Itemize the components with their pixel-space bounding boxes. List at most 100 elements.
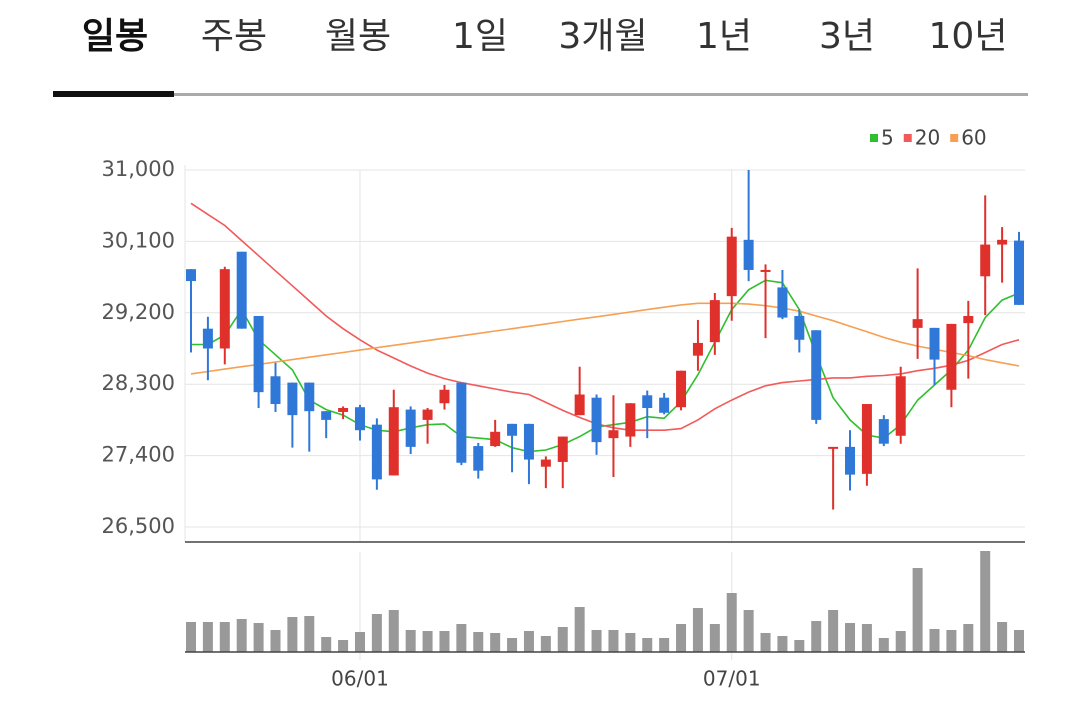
candle-body bbox=[371, 424, 382, 480]
x-tick-label: 06/01 bbox=[331, 667, 389, 691]
ma-line bbox=[190, 202, 1020, 431]
tab-underline bbox=[53, 91, 174, 97]
volume-bar bbox=[659, 638, 670, 652]
volume-bar bbox=[608, 630, 619, 652]
candle-body bbox=[270, 376, 281, 405]
candle-body bbox=[186, 269, 196, 282]
volume-bar bbox=[202, 622, 213, 652]
volume-bar bbox=[743, 610, 754, 652]
volume-bar bbox=[456, 624, 467, 652]
volume-bar bbox=[304, 616, 315, 652]
volume-bar bbox=[338, 640, 349, 652]
y-tick-label: 28,300 bbox=[102, 371, 175, 395]
volume-bar bbox=[405, 630, 416, 652]
volume-bar bbox=[523, 631, 534, 652]
candle-body bbox=[726, 236, 737, 297]
volume-bar bbox=[321, 637, 332, 652]
volume-bar bbox=[236, 619, 247, 652]
candle-body bbox=[540, 459, 551, 467]
tab[interactable]: 주봉 bbox=[201, 16, 267, 57]
volume-bar bbox=[439, 631, 450, 652]
candle-body bbox=[760, 269, 771, 272]
candle-body bbox=[794, 315, 805, 340]
candle-body bbox=[692, 342, 703, 356]
candle-body bbox=[709, 300, 720, 343]
volume-bar bbox=[219, 622, 230, 652]
y-tick-label: 31,000 bbox=[102, 157, 175, 181]
legend-swatch bbox=[870, 134, 878, 142]
candle-body bbox=[354, 407, 365, 431]
volume-bar bbox=[845, 623, 856, 652]
y-tick-label: 29,200 bbox=[102, 300, 175, 324]
volume-bar bbox=[726, 593, 737, 652]
candle-body bbox=[1014, 240, 1024, 305]
tab[interactable]: 3개월 bbox=[558, 16, 647, 57]
volume-bar bbox=[1014, 630, 1024, 652]
candle-body bbox=[557, 436, 568, 462]
y-tick-label: 30,100 bbox=[102, 228, 175, 252]
candle-body bbox=[490, 431, 501, 447]
tab[interactable]: 월봉 bbox=[325, 16, 391, 57]
candle-body bbox=[422, 409, 433, 420]
candle-body bbox=[287, 382, 298, 416]
volume-bar bbox=[929, 629, 940, 652]
candle-body bbox=[219, 269, 230, 349]
candle-body bbox=[743, 239, 754, 270]
candle-body bbox=[946, 323, 957, 390]
volume-bar bbox=[828, 610, 839, 652]
volume-bar bbox=[861, 624, 872, 652]
legend-label: 20 bbox=[915, 126, 940, 150]
candle-body bbox=[777, 287, 788, 318]
tab[interactable]: 1년 bbox=[696, 16, 752, 57]
candle-body bbox=[861, 404, 872, 474]
volume-bar bbox=[422, 631, 433, 652]
ma-line bbox=[190, 302, 1020, 375]
candle-body bbox=[878, 419, 889, 444]
volume-bar bbox=[253, 623, 264, 652]
candle-body bbox=[304, 382, 315, 412]
candle-body bbox=[929, 327, 940, 360]
candle-body bbox=[473, 446, 484, 471]
volume-bar bbox=[692, 608, 703, 652]
volume-bar bbox=[574, 607, 585, 652]
volume-bar bbox=[760, 633, 771, 652]
volume-bar bbox=[287, 617, 298, 652]
volume-bar bbox=[895, 631, 906, 652]
x-tick-label: 07/01 bbox=[703, 667, 761, 691]
volume-bar bbox=[980, 551, 991, 652]
candle-body bbox=[523, 423, 534, 460]
candle-body bbox=[659, 397, 670, 413]
candle-body bbox=[236, 251, 247, 329]
candle-body bbox=[456, 382, 467, 463]
candle-body bbox=[963, 315, 974, 324]
volume-bar bbox=[676, 624, 687, 652]
volume-bar bbox=[811, 621, 822, 652]
candle-body bbox=[895, 376, 906, 436]
candle-body bbox=[388, 407, 399, 476]
tab[interactable]: 3년 bbox=[819, 16, 875, 57]
volume-bar bbox=[270, 630, 281, 652]
volume-bar bbox=[912, 568, 923, 652]
candle-body bbox=[980, 244, 991, 277]
tab[interactable]: 1일 bbox=[452, 16, 508, 57]
volume-bar bbox=[507, 638, 518, 652]
legend-swatch bbox=[903, 134, 912, 142]
volume-bar bbox=[371, 614, 382, 652]
legend-label: 60 bbox=[961, 126, 986, 150]
volume-bar bbox=[642, 638, 653, 652]
candle-body bbox=[912, 319, 923, 328]
candle-body bbox=[591, 397, 602, 443]
candle-body bbox=[507, 423, 518, 436]
volume-bar bbox=[186, 622, 196, 652]
tab[interactable]: 일봉 bbox=[82, 16, 148, 57]
candle-body bbox=[845, 446, 856, 475]
candle-body bbox=[608, 430, 619, 439]
candle-body bbox=[811, 330, 822, 420]
candle-body bbox=[253, 315, 264, 393]
y-tick-label: 26,500 bbox=[102, 514, 175, 538]
volume-bar bbox=[709, 624, 720, 652]
volume-bar bbox=[540, 636, 551, 652]
tab[interactable]: 10년 bbox=[929, 16, 1008, 57]
candle-body bbox=[997, 239, 1008, 245]
volume-bar bbox=[354, 632, 365, 652]
